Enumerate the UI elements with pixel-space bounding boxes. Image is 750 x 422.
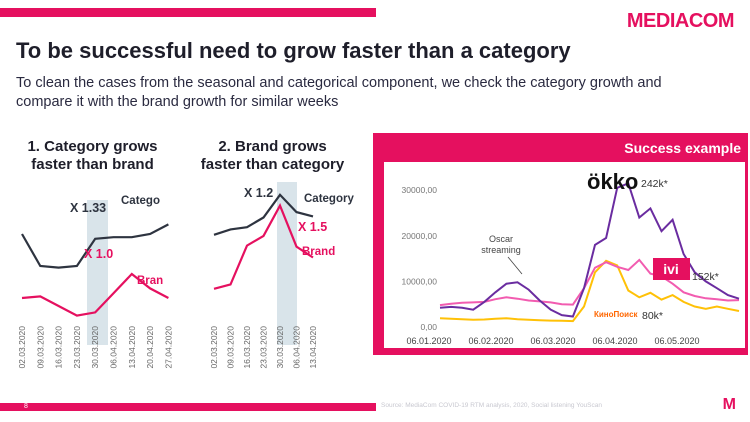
panel2-date-tick: 02.03.2020 (209, 326, 219, 369)
panel1-highlight-band (87, 200, 108, 345)
panel1-brand-multiplier: X 1.0 (84, 247, 113, 261)
panel2-date-tick: 30.03.2020 (275, 326, 285, 369)
panel2-date-tick: 13.04.2020 (308, 326, 318, 369)
panel2-date-tick: 06.04.2020 (292, 326, 302, 369)
ivi-line (439, 258, 740, 307)
page-number: 8 (24, 403, 28, 410)
panel2-brand-line (213, 203, 314, 290)
panel2-category-line (213, 193, 314, 236)
source-note: Source: MediaCom COVID-19 RTM analysis, … (381, 402, 602, 409)
page-title: To be successful need to grow faster tha… (16, 38, 571, 63)
panel2-date-tick: 16.03.2020 (242, 326, 252, 369)
panel1-date-tick: 27.04.2020 (163, 326, 173, 369)
panel1-date-tick: 06.04.2020 (109, 326, 119, 369)
panel1-category-label: Catego (121, 195, 160, 207)
panel2-brand-label: Brand (302, 246, 335, 258)
panel1-date-tick: 02.03.2020 (17, 326, 27, 369)
panel1-date-tick: 30.03.2020 (90, 326, 100, 369)
panel1-date-tick: 13.04.2020 (127, 326, 137, 369)
m-logo: M (722, 396, 736, 413)
success-x-tick: 06.04.2020 (592, 336, 637, 346)
success-chart: 30000,00 20000,00 10000,00 0,00 06.01.2020 0… (402, 169, 740, 346)
panel1-date-tick: 20.04.2020 (145, 326, 155, 369)
oscar-annotation-pointer (507, 256, 523, 275)
success-y-tick: 0,00 (420, 322, 437, 332)
panel1-brand-label: Bran (137, 275, 163, 287)
panel2-date-tick: 09.03.2020 (226, 326, 236, 369)
panel1-heading: 1. Category grows faster than brand (27, 138, 158, 173)
panel1-chart: X 1.33 Catego X 1.0 Bran 02.03.2020 09.03… (17, 195, 173, 369)
panel2-date-tick: 23.03.2020 (259, 326, 269, 369)
ivi-logo: ivi (663, 261, 679, 277)
panel1-date-tick: 09.03.2020 (35, 326, 45, 369)
page-subtitle: To clean the cases from the seasonal and… (16, 75, 662, 110)
okko-value: 242k* (641, 178, 668, 190)
success-x-tick: 06.01.2020 (406, 336, 451, 346)
panel1-brand-line (21, 272, 169, 317)
ivi-value: 152k* (692, 271, 719, 283)
panel1-category-line (21, 223, 169, 269)
kinopoisk-value: 80k* (642, 310, 663, 322)
success-x-tick: 06.03.2020 (530, 336, 575, 346)
oscar-annotation-line2: streaming (481, 245, 521, 255)
panel2-category-label: Category (304, 193, 354, 205)
panel2-heading: 2. Brand grows faster than category (200, 138, 345, 173)
success-x-tick: 06.05.2020 (654, 336, 699, 346)
success-x-tick: 06.02.2020 (468, 336, 513, 346)
bottom-accent-bar (0, 403, 376, 411)
panel1-category-multiplier: X 1.33 (70, 201, 106, 215)
kinopoisk-line (439, 259, 740, 323)
success-example-title: Success example (624, 140, 741, 156)
ivi-logo-box (653, 258, 690, 280)
success-y-tick: 20000,00 (402, 231, 438, 241)
panel1-date-tick: 23.03.2020 (72, 326, 82, 369)
success-y-tick: 10000,00 (402, 276, 438, 286)
mediacom-logo: MEDIACOM (626, 10, 735, 32)
top-accent-bar (0, 8, 376, 17)
panel2-highlight-band (277, 182, 297, 345)
kinopoisk-logo: КиноПоиск (594, 310, 639, 319)
oscar-annotation-line1: Oscar (489, 234, 513, 244)
okko-logo: ökko (587, 169, 638, 194)
success-y-tick: 30000,00 (402, 185, 438, 195)
panel1-date-tick: 16.03.2020 (54, 326, 64, 369)
panel2-brand-multiplier: X 1.5 (298, 220, 327, 234)
panel2-chart: X 1.2 Category X 1.5 Brand 02.03.2020 09.… (209, 182, 354, 369)
panel2-category-multiplier: X 1.2 (244, 186, 273, 200)
